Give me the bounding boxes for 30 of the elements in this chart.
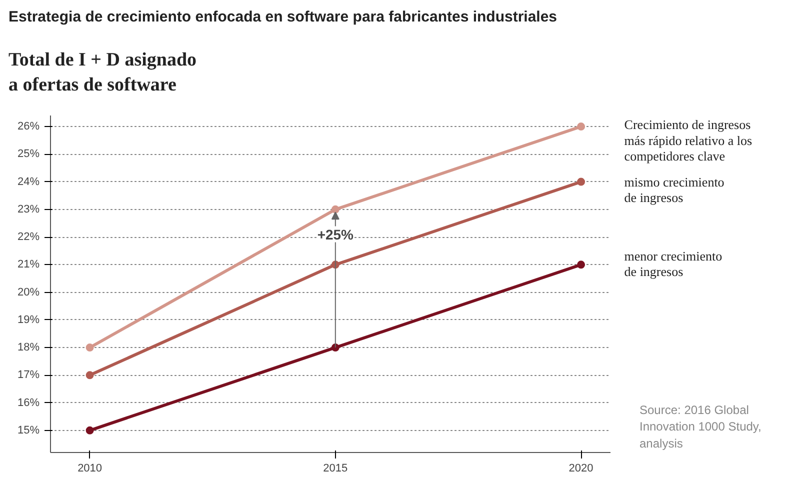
- point: [86, 426, 94, 434]
- y-tick-label: 23%: [17, 203, 40, 216]
- x-tick-label: 2020: [568, 462, 594, 474]
- point: [331, 344, 340, 352]
- y-tick-label: 21%: [17, 258, 40, 271]
- annotation: +25%: [317, 226, 354, 242]
- chart-title: Estrategia de crecimiento enfocada en software para fabricantes industriales: [8, 8, 558, 26]
- y-tick-label: 25%: [17, 148, 40, 160]
- y-tick-label: 18%: [17, 342, 40, 354]
- y-tick-label: 17%: [17, 369, 40, 382]
- point: [86, 371, 94, 380]
- chart-subtitle: Total de I + D asignado a ofertas de software: [8, 49, 197, 96]
- text: Crecimiento de ingresos más rápido relativo a los competidores clave: [624, 117, 752, 164]
- point: [331, 205, 340, 214]
- x-tick-label: 2015: [323, 462, 348, 474]
- text: menor crecimiento de ingresos: [624, 248, 722, 280]
- y-tick-label: 22%: [17, 231, 40, 244]
- y-tick-label: 19%: [17, 314, 40, 326]
- x-tick-label: 2010: [78, 462, 102, 474]
- y-tick-label: 24%: [17, 176, 40, 188]
- y-tick-label: 26%: [17, 120, 40, 133]
- y-tick-label: 16%: [17, 396, 40, 409]
- source-note: Source: 2016 Global Innovation 1000 Study, analysis: [640, 402, 762, 450]
- text: mismo crecimiento de ingresos: [624, 174, 724, 206]
- y-tick-label: 20%: [17, 286, 40, 298]
- point: [577, 122, 586, 131]
- y-tick-label: 15%: [17, 424, 40, 436]
- point: [577, 260, 586, 269]
- point: [86, 344, 94, 352]
- point: [577, 178, 586, 186]
